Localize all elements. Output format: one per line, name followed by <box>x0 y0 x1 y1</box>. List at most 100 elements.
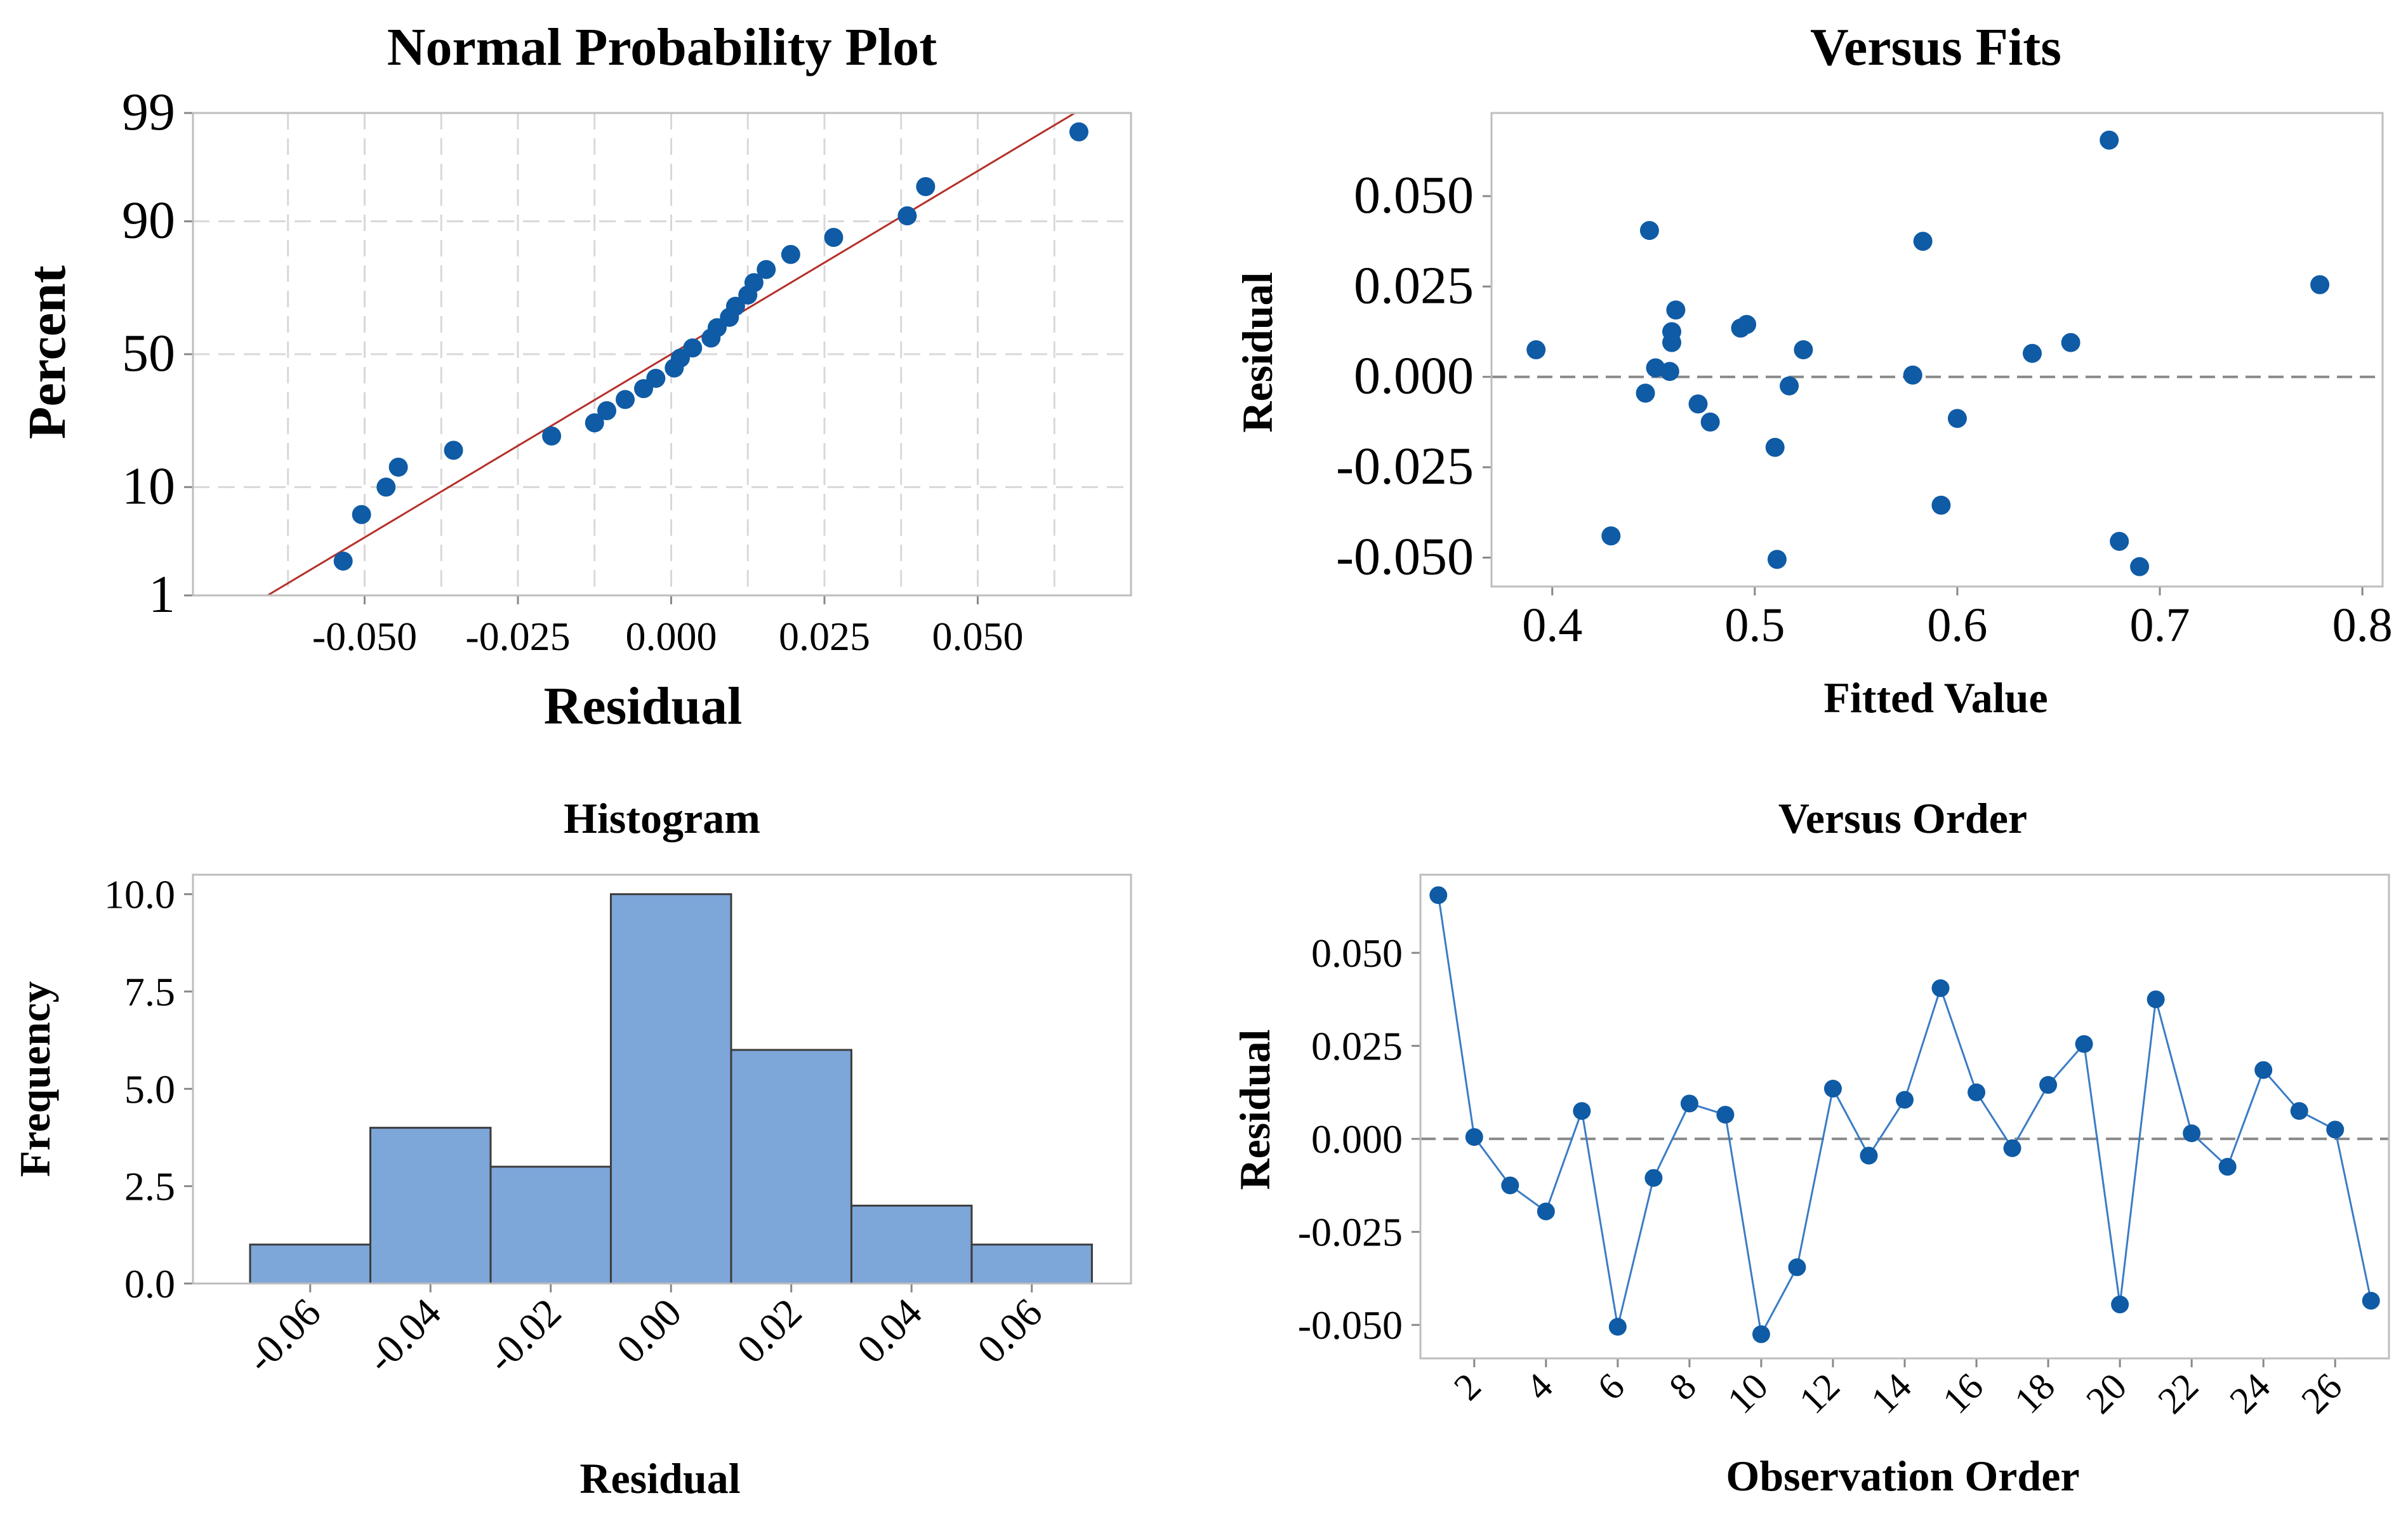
order-x-tick-label: 6 <box>1589 1365 1632 1409</box>
order-point <box>2254 1061 2273 1079</box>
npp-x-tick-label: -0.050 <box>312 614 417 659</box>
hist-x-tick-label: -0.02 <box>478 1290 569 1381</box>
npp-x-tick-label: 0.025 <box>779 614 870 659</box>
order-x-tick-label: 24 <box>2221 1365 2278 1422</box>
order-y-ticks: -0.050 -0.025 0.000 0.025 0.050 <box>1298 931 1420 1348</box>
fits-point <box>2100 130 2119 150</box>
fits-point <box>2061 333 2081 352</box>
fits-point <box>1639 221 1659 241</box>
fits-xlabel: Fitted Value <box>1823 673 2047 722</box>
hist-x-ticks: -0.06 -0.04 -0.02 0.00 0.02 0.04 0.06 <box>237 1284 1051 1381</box>
fits-title: Versus Fits <box>1810 18 2061 77</box>
hist-y-tick-label: 0.0 <box>124 1261 175 1306</box>
order-point <box>2290 1102 2308 1120</box>
npp-point <box>725 296 745 316</box>
fits-point <box>1903 365 1922 385</box>
npp-x-tick-label: 0.050 <box>932 614 1023 659</box>
fits-point <box>2110 531 2129 551</box>
hist-y-tick-label: 7.5 <box>124 969 175 1014</box>
fits-x-tick-label: 0.6 <box>1927 599 1987 652</box>
normal-probability-panel: Normal Probability Plot Residual Percent… <box>18 18 1132 736</box>
fits-point <box>1688 394 1708 414</box>
fits-point <box>1601 526 1621 546</box>
order-x-tick-label: 10 <box>1719 1365 1776 1422</box>
npp-point <box>597 401 617 420</box>
hist-y-tick-label: 5.0 <box>124 1066 175 1111</box>
order-point <box>1429 886 1448 905</box>
fits-y-ticks: -0.050 -0.025 0.000 0.025 0.050 <box>1336 166 1492 586</box>
fits-frame <box>1490 112 2384 588</box>
npp-point <box>352 505 371 524</box>
order-point <box>2362 1292 2380 1310</box>
hist-bar <box>850 1204 973 1285</box>
fits-point <box>1636 383 1655 403</box>
hist-bar <box>489 1165 612 1285</box>
npp-point <box>781 244 800 264</box>
order-points <box>1429 886 2380 1343</box>
order-frame <box>1419 873 2390 1360</box>
order-ylabel: Residual <box>1231 1029 1279 1190</box>
fits-y-tick-label: 0.000 <box>1354 347 1474 406</box>
fits-y-tick-label: -0.050 <box>1336 527 1474 586</box>
fits-point <box>1700 412 1720 432</box>
hist-y-tick-label: 2.5 <box>124 1164 175 1209</box>
npp-point <box>585 413 604 433</box>
npp-ylabel: Percent <box>18 265 77 439</box>
fits-point <box>1666 300 1686 320</box>
fits-point <box>1660 362 1679 381</box>
order-x-tick-label: 14 <box>1863 1365 1919 1422</box>
order-point <box>2183 1124 2201 1143</box>
npp-point <box>444 441 463 460</box>
fits-point <box>1947 409 1967 428</box>
order-x-tick-label: 18 <box>2006 1365 2063 1422</box>
fits-ylabel: Residual <box>1233 272 1281 432</box>
order-point <box>1860 1146 1878 1165</box>
fits-point <box>1526 340 1546 359</box>
order-x-tick-label: 16 <box>1935 1365 1991 1422</box>
order-x-tick-label: 26 <box>2293 1365 2350 1422</box>
fits-point <box>1765 437 1785 457</box>
hist-bar <box>609 893 732 1285</box>
hist-y-ticks: 0.0 2.5 5.0 7.5 10.0 <box>104 872 193 1306</box>
hist-frame <box>192 873 1132 1285</box>
npp-y-tick-label: 90 <box>122 191 175 250</box>
npp-point <box>542 426 562 446</box>
order-point <box>1537 1202 1555 1221</box>
order-y-tick-label: -0.025 <box>1298 1210 1403 1255</box>
order-point <box>1680 1094 1698 1113</box>
npp-y-tick-label: 50 <box>122 324 175 383</box>
order-point <box>2218 1158 2237 1176</box>
order-point <box>1752 1325 1770 1343</box>
fits-x-ticks: 0.4 0.5 0.6 0.7 0.8 <box>1522 587 2393 652</box>
fits-point <box>2022 343 2042 363</box>
order-x-tick-label: 12 <box>1791 1365 1848 1422</box>
fits-point <box>2310 275 2330 295</box>
order-point <box>1896 1091 1914 1109</box>
hist-ylabel: Frequency <box>11 981 59 1177</box>
order-point <box>2075 1035 2093 1053</box>
fits-point <box>1767 550 1787 569</box>
order-point <box>1788 1258 1806 1277</box>
order-y-tick-label: 0.050 <box>1311 931 1403 976</box>
hist-x-tick-label: -0.06 <box>237 1290 329 1381</box>
fits-point <box>1931 495 1951 515</box>
order-y-tick-label: 0.025 <box>1311 1024 1403 1069</box>
order-point <box>1573 1102 1591 1120</box>
order-xlabel: Observation Order <box>1726 1452 2079 1500</box>
fits-x-tick-label: 0.4 <box>1522 599 1582 652</box>
npp-points <box>333 122 1088 571</box>
hist-x-tick-label: -0.04 <box>358 1290 449 1381</box>
npp-fit-line-group <box>267 112 1076 597</box>
npp-grid <box>193 112 1131 597</box>
npp-point <box>916 176 936 196</box>
hist-y-tick-label: 10.0 <box>104 872 175 917</box>
npp-x-tick-label: -0.025 <box>465 614 570 659</box>
order-point <box>1968 1083 1986 1101</box>
order-title: Versus Order <box>1778 794 2027 842</box>
npp-x-tick-label: 0.000 <box>625 614 717 659</box>
histogram-panel: Histogram Residual Frequency -0.06 -0.04-… <box>11 794 1132 1502</box>
npp-y-tick-label: 1 <box>149 565 175 624</box>
npp-point <box>824 228 843 248</box>
npp-point <box>616 390 635 409</box>
